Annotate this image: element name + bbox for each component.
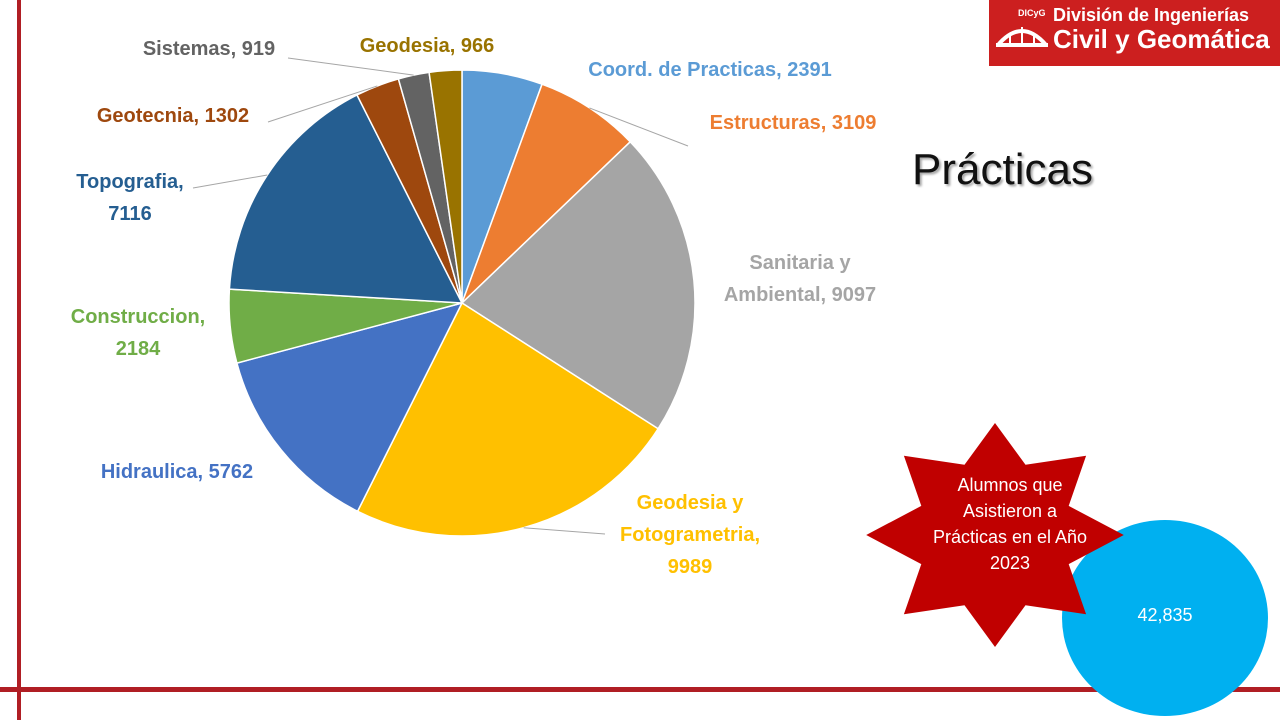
leader-line-1 <box>589 107 689 147</box>
leader-line-8 <box>287 57 414 76</box>
left-frame-line <box>17 0 21 720</box>
slice-label-4: Hidraulica, 5762 <box>101 461 253 483</box>
slice-label-1: Estructuras, 3109 <box>710 112 877 134</box>
pie-slice-9 <box>428 69 463 304</box>
division-logo: DICyG División de Ingenierías Civil y Ge… <box>989 0 1280 66</box>
star-badge <box>866 423 1124 647</box>
slice-label-5: Construccion, 2184 <box>71 306 205 360</box>
logo-line-2: Civil y Geomática <box>1053 24 1270 54</box>
pie-slice-6 <box>228 93 464 304</box>
star-shape <box>866 423 1124 647</box>
logo-line-1: División de Ingenierías <box>1053 5 1250 25</box>
leader-line-3 <box>523 527 606 535</box>
bottom-frame-line <box>0 687 1280 692</box>
slice-label-3: Geodesia y Fotogrametria, 9989 <box>620 492 760 578</box>
logo-badge: DICyG <box>1018 8 1046 18</box>
pie-slice-3 <box>356 301 660 537</box>
slice-label-9: Geodesia, 966 <box>360 35 495 57</box>
page-title: Prácticas <box>912 145 1093 194</box>
pie-slice-2 <box>460 140 696 430</box>
star-caption: Alumnos que Asistieron a Prácticas en el… <box>932 475 1088 573</box>
slice-label-2: Sanitaria y Ambiental, 9097 <box>724 252 876 306</box>
pie-slice-4 <box>235 301 464 513</box>
slice-label-6: Topografia, 7116 <box>76 171 183 225</box>
slice-label-0: Coord. de Practicas, 2391 <box>588 59 831 81</box>
slice-label-7: Geotecnia, 1302 <box>97 105 249 127</box>
slice-label-8: Sistemas, 919 <box>143 38 275 60</box>
pie-slice-1 <box>461 83 632 304</box>
total-circle <box>1062 520 1268 716</box>
leader-line-7 <box>267 85 378 123</box>
bridge-icon: DICyG <box>996 8 1048 47</box>
total-value: 42,835 <box>1137 605 1193 625</box>
leader-line-6 <box>192 174 268 189</box>
